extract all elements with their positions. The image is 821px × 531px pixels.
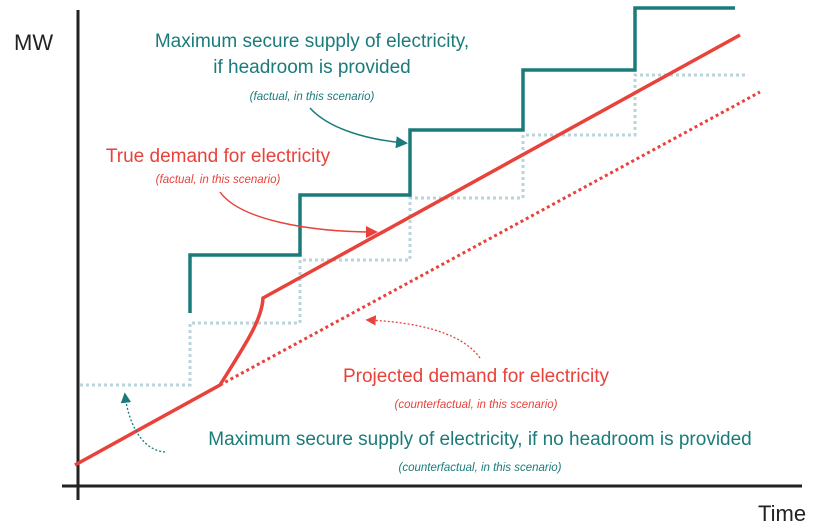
callout-arrow	[120, 392, 166, 453]
annotation-note: (factual, in this scenario)	[250, 91, 375, 103]
true-demand-line	[74, 33, 741, 467]
supply-no-headroom-line	[80, 73, 745, 387]
y-axis-label: MW	[14, 30, 53, 55]
annotation-title: if headroom is provided	[213, 57, 411, 78]
annotation-note: (counterfactual, in this scenario)	[395, 399, 558, 411]
label-background	[165, 427, 795, 453]
callout-arrow	[309, 107, 408, 149]
annotation-note: (factual, in this scenario)	[156, 174, 281, 186]
x-axis-label: Time	[758, 501, 806, 526]
annotation-title: Maximum secure supply of electricity, if…	[208, 429, 752, 450]
callout-arrow	[365, 315, 481, 359]
supply-headroom-line	[188, 6, 735, 313]
annotation-title: Maximum secure supply of electricity,	[155, 31, 469, 52]
annotation-title: Projected demand for electricity	[343, 366, 610, 387]
annotation-title: True demand for electricity	[106, 146, 331, 167]
projected-demand-line	[219, 90, 761, 387]
annotation-note: (counterfactual, in this scenario)	[399, 462, 562, 474]
callout-arrow	[219, 191, 378, 238]
